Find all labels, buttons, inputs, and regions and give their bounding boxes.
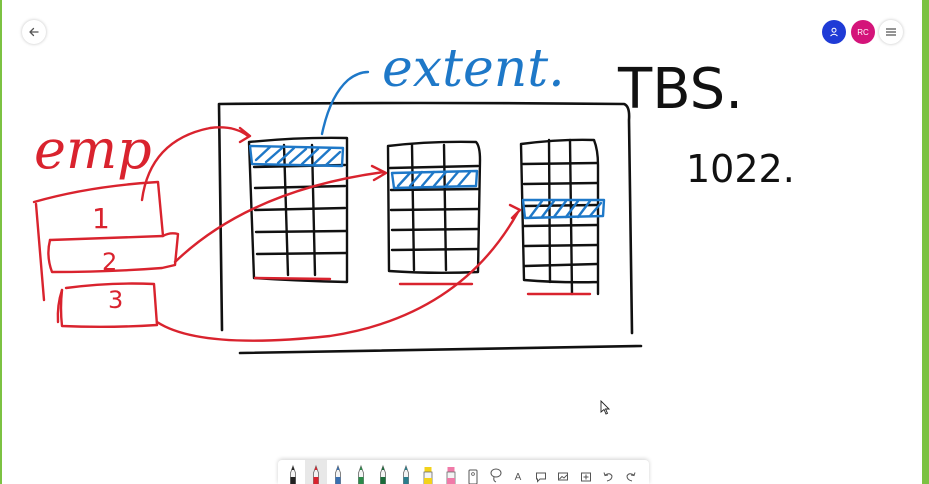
- tool-ruler[interactable]: [462, 460, 485, 484]
- tool-black-pen[interactable]: [282, 460, 305, 484]
- right-border-gap: [918, 0, 922, 484]
- tool-red-pen[interactable]: [304, 460, 327, 484]
- redo-icon: [626, 472, 636, 482]
- image-icon: [558, 472, 569, 481]
- lasso-icon: [490, 468, 502, 483]
- tool-teal-pen[interactable]: [395, 460, 418, 484]
- drawing-toolbar: A: [278, 460, 649, 484]
- arrow-left-icon: [29, 27, 39, 37]
- tablespace-rect: [217, 101, 643, 355]
- back-button[interactable]: [22, 20, 46, 44]
- segment-grid-3: [519, 138, 600, 296]
- tool-note[interactable]: [530, 460, 553, 484]
- emp-table: [32, 126, 592, 342]
- extent-label: extent.: [382, 39, 565, 99]
- tool-dark-green-pen[interactable]: [372, 460, 395, 484]
- tool-text[interactable]: A: [507, 460, 530, 484]
- emp-row-1: 1: [92, 202, 110, 235]
- tool-undo[interactable]: [597, 460, 620, 484]
- sticky-note-icon: [535, 472, 546, 483]
- tool-pink-highlighter[interactable]: [440, 460, 463, 484]
- pen-icon: [312, 464, 319, 484]
- emp-label: emp: [34, 118, 152, 181]
- pen-icon: [357, 464, 364, 484]
- segment-grid-2: [386, 140, 482, 274]
- plus-box-icon: [580, 472, 591, 482]
- extent-highlights: [248, 70, 606, 220]
- participant-avatar[interactable]: RC: [851, 20, 875, 44]
- svg-text:A: A: [515, 472, 522, 483]
- tool-yellow-highlighter[interactable]: [417, 460, 440, 484]
- highlighter-icon: [423, 467, 433, 484]
- pen-icon: [380, 464, 387, 484]
- tool-blue-pen[interactable]: [327, 460, 350, 484]
- pen-icon: [335, 464, 342, 484]
- pen-icon: [290, 464, 297, 484]
- tool-lasso[interactable]: [485, 460, 508, 484]
- tbs-label: TBS.: [617, 57, 743, 122]
- number-label: 1022.: [686, 147, 795, 191]
- menu-button[interactable]: [879, 20, 903, 44]
- text-icon: A: [515, 472, 522, 483]
- pen-icon: [402, 464, 409, 484]
- hamburger-menu-icon: [886, 28, 896, 36]
- mouse-cursor-icon: [600, 400, 610, 415]
- undo-icon: [603, 472, 613, 482]
- tool-image[interactable]: [552, 460, 575, 484]
- person-icon: [830, 27, 838, 37]
- left-border: [0, 0, 2, 484]
- ruler-icon: [468, 469, 478, 484]
- tool-add[interactable]: [575, 460, 598, 484]
- emp-row-3: 3: [108, 286, 123, 314]
- tool-redo[interactable]: [620, 460, 643, 484]
- highlighter-icon: [446, 467, 456, 484]
- avatar-initials: RC: [857, 27, 869, 37]
- tool-green-pen[interactable]: [350, 460, 373, 484]
- participant-avatar[interactable]: [822, 20, 846, 44]
- emp-row-2: 2: [102, 248, 117, 276]
- right-border: [922, 0, 929, 484]
